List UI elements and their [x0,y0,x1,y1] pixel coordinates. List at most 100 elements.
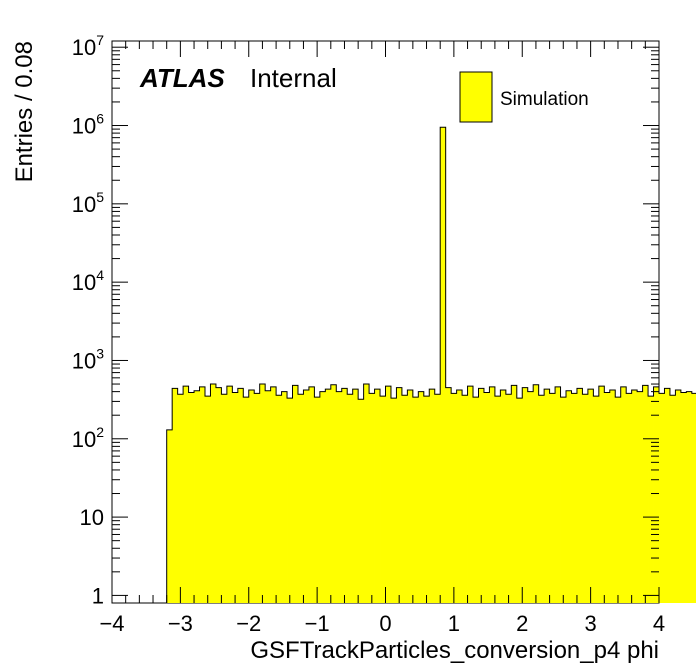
histogram-bar [243,397,250,603]
histogram-bar [166,429,173,603]
histogram-bar [434,394,441,603]
y-tick-label: 103 [72,345,104,373]
histogram-bar [412,397,419,603]
x-tick-label: 0 [379,611,391,636]
histogram-bar [483,392,490,603]
histogram-bar [369,393,375,603]
histogram-bar [396,387,403,603]
histogram-bar [319,391,326,603]
histogram-bar [626,393,633,603]
histogram-bar [593,396,600,603]
y-tick-label: 1 [92,583,104,608]
histogram-bar [363,384,370,603]
y-tick-label: 107 [72,32,104,60]
histogram-bar [330,384,337,603]
histogram-bar [259,384,266,603]
histogram-bar [489,386,496,603]
histogram-bar [648,396,654,603]
histogram-bars [166,126,696,604]
histogram-bar [571,393,578,603]
x-tick-labels: −4 −3 −2 −1 0 1 2 3 4 [99,611,665,636]
x-tick-label: 3 [585,611,597,636]
histogram-bar [598,386,605,603]
histogram-bar [215,387,222,603]
histogram-bar [560,397,567,603]
y-tick-labels: 1 10 102 103 104 105 106 107 [72,32,104,608]
histogram-bar [308,386,315,603]
histogram-bar [390,398,397,603]
histogram-bar [544,389,550,603]
histogram-bar [511,385,518,603]
x-tick-label: −1 [305,611,330,636]
histogram-bar [538,395,545,603]
histogram-bar [680,392,687,603]
histogram-bar [664,388,671,603]
histogram-bar [576,388,583,603]
histogram-bar [314,397,321,603]
histogram-bar [254,393,261,603]
histogram-bar [549,393,556,603]
x-axis-title: GSFTrackParticles_conversion_p4 phi [250,637,659,664]
histogram-bar [341,388,348,603]
histogram-bar [336,391,343,603]
histogram-bar [642,385,649,603]
legend-label: Simulation [500,89,589,110]
histogram-bar [248,389,255,603]
histogram-bar [303,389,310,603]
histogram-bar [287,398,293,603]
histogram-bar [566,390,572,603]
histogram-bar [516,398,523,603]
histogram-bar [188,392,195,603]
histogram-bar [226,386,233,603]
histogram-bar [292,385,299,603]
histogram-bar [380,396,386,603]
histogram-bar [445,387,452,603]
histogram-bar [451,393,458,603]
histogram-bar [401,395,408,603]
histogram-bar [440,127,447,604]
histogram-bar [276,395,282,603]
histogram-bar [347,394,354,603]
histogram-bar [374,389,381,603]
histogram-bar [659,393,665,603]
histogram-bar [675,389,682,603]
histogram-bar [325,389,332,603]
histogram-bar [620,386,627,603]
histogram-bar [418,391,425,603]
y-tick-label: 106 [72,111,104,139]
histogram-bar [505,394,512,603]
histogram-bar [407,389,414,603]
histogram-outline [166,126,696,603]
histogram-bar [183,386,189,603]
histogram-bar [232,392,239,603]
histogram-bar [281,391,288,603]
histogram-bar [533,384,540,603]
histogram-bar [210,384,217,603]
x-tick-label: 1 [448,611,460,636]
histogram-bar [297,394,304,603]
histogram-bar [462,395,468,603]
x-tick-label: 4 [653,611,665,636]
histogram-bar [358,399,365,603]
histogram-bar [604,392,611,603]
histogram-bar [194,390,200,603]
histogram-bar [478,388,485,603]
histogram-bar [637,391,643,603]
atlas-label: ATLAS [139,63,225,93]
x-tick-label: 2 [516,611,528,636]
histogram-bar [423,396,430,603]
histogram-bar [456,389,463,603]
legend-swatch [459,71,493,123]
y-axis-ticks [112,46,659,596]
histogram-bar [429,389,436,603]
histogram-bar [237,388,244,603]
y-axis-title: Entries / 0.08 [11,41,38,182]
histogram-bar [352,389,359,603]
histogram-bar [615,397,622,603]
histogram-bar [631,389,638,603]
histogram-bar [691,393,696,603]
histogram-bar [686,391,693,603]
y-tick-label: 102 [72,424,104,452]
histogram-bar [555,386,561,603]
